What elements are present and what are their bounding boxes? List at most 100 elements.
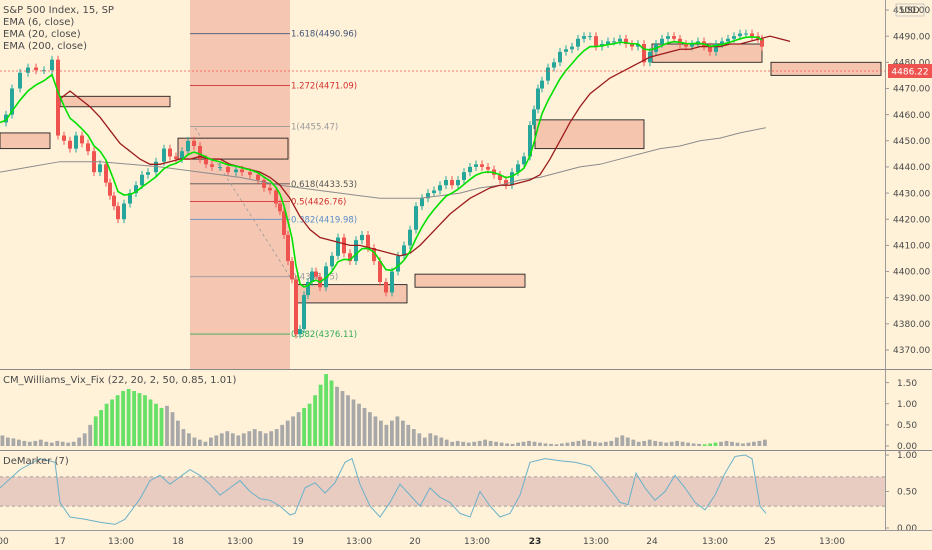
candle-body <box>660 38 664 44</box>
candle-body <box>348 253 352 262</box>
candle-body <box>474 164 478 167</box>
vix-bar <box>236 435 241 446</box>
candle-body <box>302 295 306 330</box>
candle-body <box>140 174 144 186</box>
price-tick-label: 4420.00 <box>893 215 930 225</box>
vix-bar <box>55 440 60 446</box>
vix-bar <box>466 442 471 446</box>
candle-body <box>486 166 490 170</box>
vix-bar <box>593 441 597 446</box>
vix-bar <box>653 440 658 446</box>
candle-body <box>666 36 670 39</box>
vix-bar <box>713 442 718 446</box>
candle-body <box>408 229 412 246</box>
demarker-title[interactable]: DeMarker (7) <box>3 456 69 467</box>
vix-bar <box>455 440 460 446</box>
vix-bar <box>203 441 208 446</box>
candle-body <box>744 33 748 35</box>
vix-bar <box>307 403 312 446</box>
price-axis[interactable]: 4500.00 4490.00 4480.00 4470.00 4460.00 4450.… <box>885 6 930 356</box>
vix-bar <box>132 391 136 446</box>
vix-bar <box>406 424 411 446</box>
vix-bar <box>576 440 581 446</box>
vix-bar <box>510 443 515 446</box>
candle-body <box>594 36 598 47</box>
time-label: 24 <box>646 537 658 547</box>
symbol-title[interactable]: S&P 500 Index, 15, SP <box>3 5 114 16</box>
candle-body <box>750 33 754 37</box>
vix-bar <box>27 441 32 446</box>
vix-bar <box>603 441 608 446</box>
price-tick-label: 4400.00 <box>893 268 930 278</box>
vix-bar <box>38 439 43 446</box>
vix-bar <box>280 424 285 446</box>
price-panel[interactable]: 1.618(4490.96) 1.272(4471.09) 1(4455.47) 0.… <box>0 0 932 369</box>
vix-bar <box>230 433 235 446</box>
candle-body <box>240 169 244 173</box>
supply-demand-zone <box>0 132 51 150</box>
candle-body <box>56 59 60 136</box>
candle-body <box>384 282 388 293</box>
ema20-line <box>59 35 791 257</box>
ema6-line <box>0 36 763 288</box>
vix-bar <box>351 399 356 446</box>
legend-ema20[interactable]: EMA (20, close) <box>3 29 81 40</box>
currency-box[interactable] <box>895 3 925 17</box>
candle-body <box>108 182 112 196</box>
vix-bar <box>647 439 652 446</box>
vix-bar <box>549 443 553 446</box>
vix-bar <box>93 416 98 446</box>
candle-body <box>4 114 8 123</box>
legend-ema200[interactable]: EMA (200, close) <box>3 41 87 52</box>
price-tick-label: 4470.00 <box>893 85 930 95</box>
candle-body <box>760 38 764 47</box>
candle-body <box>396 255 400 272</box>
candle-body <box>438 185 442 191</box>
time-label: 00 <box>0 537 9 547</box>
vix-bar <box>757 440 762 446</box>
vix-bar <box>340 391 345 446</box>
candle-body <box>372 248 376 262</box>
candle-body <box>282 211 286 235</box>
vix-bar <box>444 439 449 446</box>
vix-bar <box>247 431 252 446</box>
vix-bar <box>225 431 230 446</box>
candle-body <box>306 282 310 296</box>
candle-body <box>570 46 574 50</box>
candle-body <box>10 88 14 115</box>
legend-ema6[interactable]: EMA (6, close) <box>3 17 74 28</box>
vix-panel[interactable]: 1.50 1.00 0.50 0.00 CM_Williams_Vix_Fix (22… <box>0 374 918 452</box>
candle-body <box>278 203 282 212</box>
time-label: 13:00 <box>227 537 253 547</box>
candle-body <box>630 44 634 47</box>
vix-bar <box>614 437 619 446</box>
supply-demand-zone <box>770 61 882 76</box>
vix-bar <box>82 433 87 446</box>
vix-bar <box>609 440 614 446</box>
candle-body <box>342 237 346 254</box>
candle-body <box>576 38 580 47</box>
vix-bar <box>746 442 751 446</box>
currency-label: USD <box>900 6 919 16</box>
vix-bar <box>417 433 422 446</box>
vix-bar <box>741 443 745 446</box>
demarker-panel[interactable]: 1.00 0.50 0.00 DeMarker (7) <box>0 451 917 534</box>
vix-bar <box>483 439 487 446</box>
candle-body <box>536 88 540 110</box>
candle-body <box>62 135 66 141</box>
vix-tick-label: 1.50 <box>897 379 917 389</box>
candle-body <box>552 62 556 68</box>
time-label: 13:00 <box>583 537 609 547</box>
vix-bar <box>702 444 707 446</box>
vix-bar <box>554 444 559 446</box>
vix-title[interactable]: CM_Williams_Vix_Fix (22, 20, 2, 50, 0.85… <box>3 375 236 386</box>
candle-body <box>588 36 592 38</box>
vix-bar <box>49 442 54 446</box>
candle-body <box>426 193 430 199</box>
candle-body <box>26 67 30 73</box>
time-axis[interactable]: 00 17 13:00 18 13:00 19 13:00 20 13:00 23 13:00 24 1… <box>0 537 845 547</box>
vix-bar <box>708 443 712 446</box>
fib-level-label: 0.618(4433.53) <box>291 180 357 190</box>
candle-body <box>378 261 382 282</box>
